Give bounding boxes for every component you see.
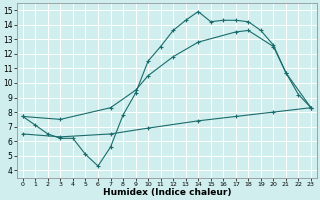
X-axis label: Humidex (Indice chaleur): Humidex (Indice chaleur)	[103, 188, 231, 197]
